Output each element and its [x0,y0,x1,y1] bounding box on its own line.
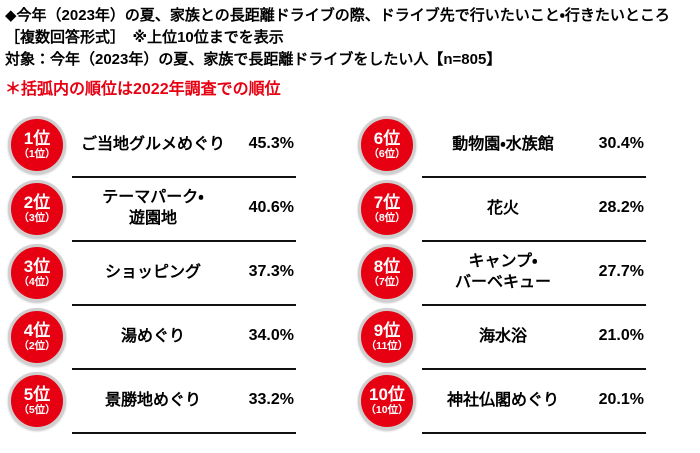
ranking-row-5: 5位 （5位） 景勝地めぐり 33.2% [8,368,296,434]
rank-badge-3: 3位 （4位） [8,244,66,302]
prev-rank-label: （1位） [18,148,56,160]
item-label: 海水浴 [478,327,527,345]
percent-value: 37.3% [248,263,294,280]
ranking-row-9: 9位 （11位） 海水浴 21.0% [358,304,646,370]
prev-rank-label: （8位） [368,212,406,224]
percent-value: 21.0% [598,327,644,344]
row-cell: 湯めぐり 34.0% [72,304,296,370]
row-cell: 動物園・水族館 30.4% [422,112,646,178]
row-cell: ご当地グルメめぐり 45.3% [72,112,296,178]
rank-label: 10位 [369,385,405,404]
row-cell: 神社仏閣めぐり 20.1% [422,368,646,434]
item-label: 景勝地めぐり [104,391,201,409]
percent-value: 33.2% [248,391,294,408]
percent-value: 28.2% [598,199,644,216]
rank-label: 5位 [23,385,51,404]
item-label: 神社仏閣めぐり [446,391,559,409]
item-label: キャンプ・ バーベキュー [454,253,551,291]
item-label: ご当地グルメめぐり [80,135,225,153]
ranking-table-right: 6位 （6位） 動物園・水族館 30.4% 7位 （8位） 花火 28.2% [358,112,646,434]
title-line-3: 対象：今年（2023年）の夏、家族で長距離ドライブをしたい人【n=805】 [5,51,502,68]
percent-value: 20.1% [598,391,644,408]
rank-label: 9位 [373,321,401,340]
prev-rank-label: （11位） [365,340,409,352]
rank-label: 1位 [23,129,51,148]
title-line-1: ◆今年（2023年）の夏、家族との長距離ドライブの際、ドライブ先で行いたいこと・… [5,7,670,24]
prev-rank-label: （3位） [18,212,56,224]
ranking-row-10: 10位 （10位） 神社仏閣めぐり 20.1% [358,368,646,434]
ranking-row-3: 3位 （4位） ショッピング 37.3% [8,240,296,306]
rank-badge-6: 6位 （6位） [358,116,416,174]
prev-rank-label: （2位） [18,340,56,352]
percent-value: 45.3% [248,135,294,152]
prev-rank-label: （4位） [18,276,56,288]
ranking-table-left: 1位 （1位） ご当地グルメめぐり 45.3% 2位 （3位） テーマパーク・ … [8,112,296,434]
title-line-2: ［複数回答形式］ ※上位10位までを表示 [5,29,284,46]
prev-rank-label: （5位） [18,404,56,416]
ranking-row-7: 7位 （8位） 花火 28.2% [358,176,646,242]
rank-label: 8位 [373,257,401,276]
rank-label: 4位 [23,321,51,340]
rank-badge-9: 9位 （11位） [358,308,416,366]
row-cell: テーマパーク・ 遊園地 40.6% [72,176,296,242]
item-label: テーマパーク・ 遊園地 [102,189,204,227]
ranking-row-8: 8位 （7位） キャンプ・ バーベキュー 27.7% [358,240,646,306]
row-cell: 花火 28.2% [422,176,646,242]
row-cell: 景勝地めぐり 33.2% [72,368,296,434]
ranking-tables: 1位 （1位） ご当地グルメめぐり 45.3% 2位 （3位） テーマパーク・ … [5,112,700,434]
rank-badge-8: 8位 （7位） [358,244,416,302]
rank-badge-5: 5位 （5位） [8,372,66,430]
percent-value: 30.4% [598,135,644,152]
rank-label: 3位 [23,257,51,276]
ranking-row-1: 1位 （1位） ご当地グルメめぐり 45.3% [8,112,296,178]
rank-badge-10: 10位 （10位） [358,372,416,430]
row-cell: キャンプ・ バーベキュー 27.7% [422,240,646,306]
prev-rank-label: （10位） [365,404,409,416]
item-label: 花火 [486,199,519,217]
percent-value: 27.7% [598,263,644,280]
rank-badge-4: 4位 （2位） [8,308,66,366]
rank-label: 7位 [373,193,401,212]
item-label: ショッピング [104,263,201,281]
percent-value: 34.0% [248,327,294,344]
row-cell: 海水浴 21.0% [422,304,646,370]
percent-value: 40.6% [248,199,294,216]
ranking-row-4: 4位 （2位） 湯めぐり 34.0% [8,304,296,370]
note-2022-rank: ＊括弧内の順位は2022年調査での順位 [5,81,281,98]
rank-badge-7: 7位 （8位） [358,180,416,238]
row-cell: ショッピング 37.3% [72,240,296,306]
prev-rank-label: （6位） [368,148,406,160]
item-label: 動物園・水族館 [452,135,554,153]
rank-label: 6位 [373,129,401,148]
ranking-row-6: 6位 （6位） 動物園・水族館 30.4% [358,112,646,178]
header: ◆今年（2023年）の夏、家族との長距離ドライブの際、ドライブ先で行いたいこと・… [5,5,700,71]
rank-badge-2: 2位 （3位） [8,180,66,238]
rank-label: 2位 [23,193,51,212]
item-label: 湯めぐり [120,327,185,345]
rank-badge-1: 1位 （1位） [8,116,66,174]
ranking-row-2: 2位 （3位） テーマパーク・ 遊園地 40.6% [8,176,296,242]
prev-rank-label: （7位） [368,276,406,288]
